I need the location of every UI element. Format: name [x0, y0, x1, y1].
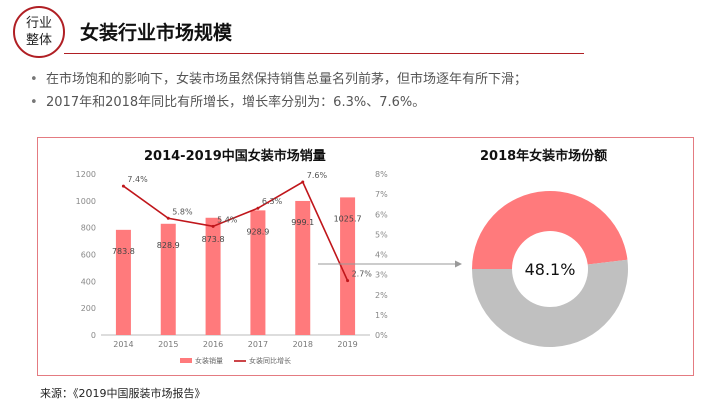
y-left-tick-label: 800	[81, 224, 96, 233]
x-tick-label: 2018	[293, 340, 313, 349]
legend-bar-swatch	[180, 358, 192, 363]
bar-value-label: 828.9	[157, 241, 180, 250]
y-right-tick-label: 1%	[375, 311, 388, 320]
chart-panel	[37, 137, 694, 376]
y-right-tick-label: 6%	[375, 210, 388, 219]
bar	[340, 197, 356, 335]
y-left-tick-label: 600	[81, 251, 96, 260]
bar	[295, 200, 311, 335]
line-point	[166, 216, 170, 220]
y-left-tick-label: 400	[81, 277, 96, 286]
bar-value-label: 1025.7	[334, 214, 362, 223]
y-right-tick-label: 7%	[375, 190, 388, 199]
line-value-label: 5.8%	[172, 207, 193, 216]
source-note: 来源：《2019中国服装市场报告》	[40, 387, 206, 400]
line-value-label: 6.3%	[262, 197, 283, 206]
legend-bar-label: 女装销量	[195, 356, 223, 365]
line-point	[256, 206, 260, 210]
y-left-tick-label: 200	[81, 304, 96, 313]
donut-chart-title: 2018年女装市场份额	[480, 149, 608, 164]
bullet-dot: •	[30, 72, 38, 87]
line-point	[346, 279, 350, 283]
bar	[250, 210, 266, 335]
bullet-text: 2017年和2018年同比有所增长，增长率分别为：6.3%、7.6%。	[46, 95, 426, 110]
bar-value-label: 928.9	[246, 227, 269, 236]
line-value-label: 7.4%	[127, 175, 148, 184]
bar	[160, 223, 176, 335]
badge-line-2: 整体	[25, 33, 52, 48]
y-right-tick-label: 4%	[375, 251, 388, 260]
line-value-label: 7.6%	[307, 171, 328, 180]
page-title: 女装行业市场规模	[80, 22, 233, 44]
y-right-tick-label: 8%	[375, 170, 388, 179]
growth-line	[122, 180, 349, 281]
y-left-tick-label: 0	[91, 331, 96, 340]
bullet-text: 在市场饱和的影响下，女装市场虽然保持销售总量名列前茅，但市场逐年有所下滑；	[46, 72, 528, 87]
x-tick-label: 2015	[158, 340, 178, 349]
bar-value-label: 873.8	[202, 235, 225, 244]
bullet-dot: •	[30, 95, 38, 110]
line-point	[211, 224, 215, 228]
title-underline	[64, 53, 584, 54]
y-left-tick-label: 1200	[76, 170, 96, 179]
bar-value-label: 783.8	[112, 247, 135, 256]
bullet-item: • 2017年和2018年同比有所增长，增长率分别为：6.3%、7.6%。	[30, 91, 527, 114]
x-tick-label: 2014	[113, 340, 133, 349]
y-right-tick-label: 5%	[375, 230, 388, 239]
bar-value-label: 999.1	[291, 218, 314, 227]
line-point	[121, 184, 125, 188]
x-tick-label: 2016	[203, 340, 223, 349]
bar	[205, 217, 221, 335]
donut-center-label: 48.1%	[525, 260, 576, 279]
y-right-tick-label: 2%	[375, 291, 388, 300]
bar	[115, 229, 131, 335]
bullet-item: • 在市场饱和的影响下，女装市场虽然保持销售总量名列前茅，但市场逐年有所下滑；	[30, 68, 527, 91]
y-left-tick-label: 1000	[76, 197, 96, 206]
bullet-list: • 在市场饱和的影响下，女装市场虽然保持销售总量名列前茅，但市场逐年有所下滑； •…	[30, 68, 527, 114]
donut-slice	[472, 259, 628, 347]
connector-arrow-head	[455, 260, 462, 268]
legend-line-label: 女装同比增长	[249, 356, 291, 365]
y-right-tick-label: 0%	[375, 331, 388, 340]
badge-line-1: 行业	[25, 16, 52, 31]
section-badge: 行业 整体	[13, 6, 65, 58]
x-tick-label: 2017	[248, 340, 268, 349]
x-tick-label: 2019	[337, 340, 357, 349]
line-point	[301, 180, 305, 184]
line-value-label: 2.7%	[352, 270, 373, 279]
bar-chart-title: 2014-2019中国女装市场销量	[144, 149, 326, 164]
y-right-tick-label: 3%	[375, 271, 388, 280]
donut-slice	[471, 190, 628, 269]
line-value-label: 5.4%	[217, 215, 238, 224]
